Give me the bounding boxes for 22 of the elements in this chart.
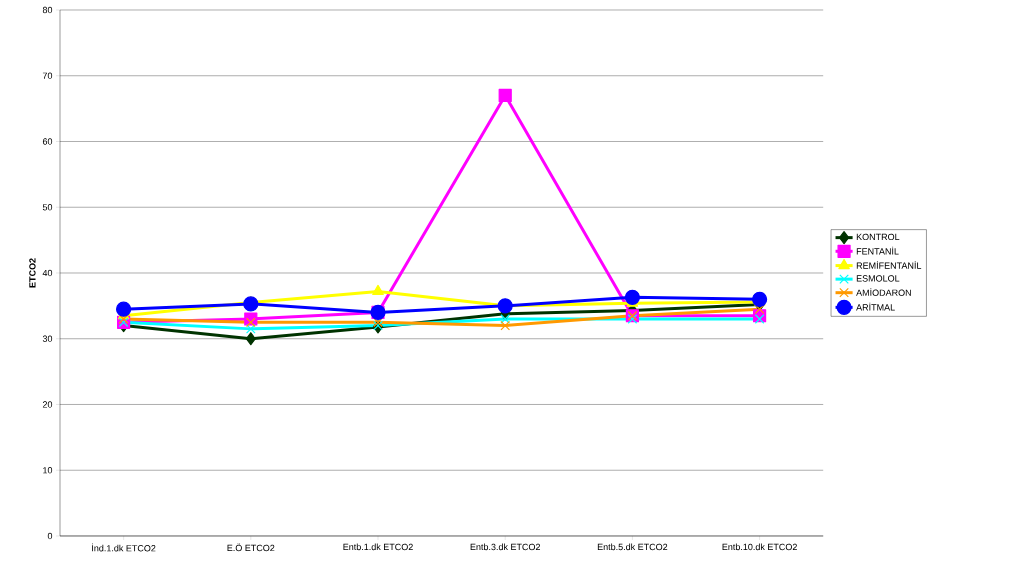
y-tick-label: 70	[42, 72, 53, 79]
y-tick-label: 80	[42, 6, 53, 14]
x-tick-label: E.Ö ETCO2	[227, 543, 275, 552]
y-tick-label: 40	[42, 269, 53, 277]
x-tick-label: Entb.1.dk ETCO2	[343, 543, 413, 551]
y-tick-label: 60	[42, 138, 53, 145]
legend-label: KONTROL	[856, 233, 900, 241]
legend-label: ARİTMAL	[856, 302, 895, 311]
x-tick-label: Entb.3.dk ETCO2	[470, 543, 541, 551]
y-tick-label: 0	[47, 532, 53, 540]
y-tick-label: 30	[42, 335, 53, 342]
x-tick-label: Entb.5.dk ETCO2	[597, 543, 668, 551]
y-tick-label: 10	[43, 467, 53, 474]
y-axis-title: ETCO2	[29, 258, 36, 288]
x-tick-label: Entb.10.dk ETCO2	[722, 543, 797, 551]
legend-label: ESMOLOL	[856, 275, 900, 282]
y-tick-label: 50	[42, 204, 53, 211]
legend-label: AMİODARON	[856, 288, 911, 296]
y-tick-label: 20	[42, 401, 53, 408]
legend-label: REMİFENTANİL	[856, 260, 922, 269]
x-tick-label: İnd.1.dk ETCO2	[92, 543, 156, 552]
legend-label: FENTANİL	[856, 246, 899, 255]
